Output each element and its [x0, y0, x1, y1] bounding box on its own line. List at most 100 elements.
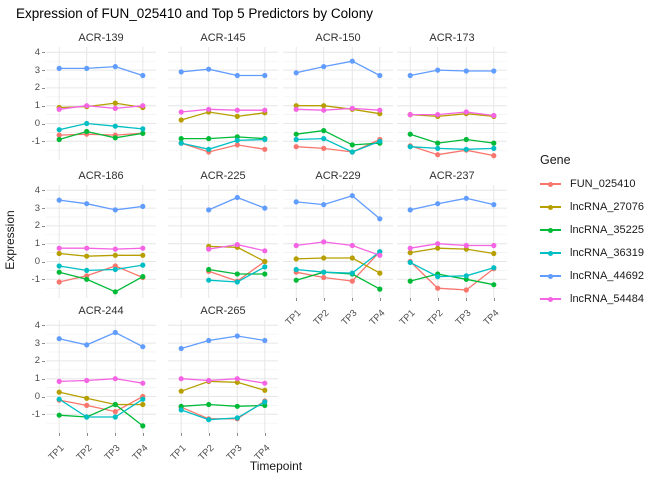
data-point	[491, 265, 497, 271]
data-point	[234, 379, 240, 385]
data-point	[234, 242, 240, 248]
series-lncRNA_44692	[56, 329, 146, 350]
y-axis-title: Expression	[3, 210, 17, 270]
data-point	[435, 241, 441, 247]
data-point	[463, 146, 469, 152]
data-point	[140, 126, 146, 132]
legend-key-icon	[540, 292, 561, 306]
y-tick-mark	[42, 261, 45, 263]
series-lncRNA_44692	[407, 195, 497, 213]
legend-label: lncRNA_27076	[570, 201, 644, 213]
x-tick-mark	[296, 298, 298, 301]
legend-label: FUN_025410	[570, 178, 636, 190]
y-tick-label: -1	[31, 408, 40, 420]
facet-panel	[397, 185, 507, 298]
data-point	[234, 113, 240, 119]
y-tick-mark	[42, 52, 45, 54]
y-tick-label: -1	[31, 273, 40, 285]
data-point	[234, 333, 240, 339]
data-point	[112, 401, 118, 408]
data-point	[56, 127, 62, 133]
data-point	[293, 242, 299, 249]
data-point	[321, 107, 327, 113]
gridlines-minor	[46, 60, 156, 151]
data-point	[234, 403, 240, 409]
series-lncRNA_44692	[206, 194, 268, 213]
legend-title: Gene	[540, 153, 571, 167]
legend-item: lncRNA_44692	[540, 269, 644, 283]
series-lncRNA_36319	[293, 136, 383, 155]
gridlines-minor	[283, 60, 393, 151]
data-point	[112, 252, 118, 258]
legend-key-icon	[540, 223, 561, 237]
data-point	[407, 245, 413, 251]
y-tick-label: 0	[34, 391, 40, 402]
data-point	[234, 376, 240, 382]
main-title: Expression of FUN_025410 and Top 5 Predi…	[16, 6, 373, 21]
data-point	[234, 271, 240, 277]
data-point	[178, 109, 184, 115]
data-point	[84, 395, 90, 401]
x-tick-mark	[379, 298, 381, 301]
y-tick-label: 2	[34, 82, 40, 94]
data-point	[206, 106, 212, 112]
facet-title: ACR-244	[78, 305, 124, 317]
data-point	[140, 344, 146, 350]
data-point	[112, 376, 118, 382]
legend-label: lncRNA_36319	[570, 247, 644, 259]
y-tick-label: 2	[34, 220, 40, 232]
legend-item: lncRNA_35225	[540, 223, 644, 237]
data-point	[491, 202, 497, 208]
data-point	[293, 136, 299, 143]
data-point	[349, 193, 355, 199]
gridlines-minor	[46, 333, 156, 424]
data-point	[112, 409, 118, 415]
series-lncRNA_44692	[178, 66, 268, 79]
data-point	[463, 195, 469, 201]
data-point	[349, 105, 355, 111]
series-lncRNA_27076	[56, 250, 146, 259]
data-point	[84, 201, 90, 207]
series-lncRNA_54484	[293, 105, 383, 113]
x-tick-label: TP1	[283, 307, 304, 328]
y-tick-mark	[42, 190, 45, 192]
data-point	[262, 399, 268, 405]
data-point	[407, 207, 413, 213]
x-tick-label: TP2	[425, 307, 446, 328]
data-point	[234, 279, 240, 285]
gridlines-major	[168, 320, 278, 433]
data-point	[178, 117, 184, 123]
facet-title: ACR-145	[200, 32, 246, 44]
y-tick-mark	[42, 325, 45, 327]
series-lncRNA_54484	[178, 106, 268, 115]
gridlines-major	[168, 47, 278, 160]
y-tick-label: 1	[34, 100, 40, 112]
legend-items: FUN_025410 lncRNA_27076 lncRNA_35225 lnc…	[540, 177, 644, 306]
series-lncRNA_44692	[178, 333, 268, 352]
data-point	[234, 107, 240, 113]
data-point	[84, 120, 90, 127]
data-point	[491, 250, 497, 257]
data-point	[84, 103, 90, 109]
series-lncRNA_54484	[56, 245, 146, 252]
data-point	[377, 286, 383, 292]
data-point	[206, 246, 212, 252]
data-point	[321, 269, 327, 275]
data-point	[112, 246, 118, 252]
data-point	[112, 105, 118, 111]
legend-item: FUN_025410	[540, 177, 644, 191]
data-point	[349, 142, 355, 148]
data-point	[206, 207, 212, 213]
data-point	[206, 417, 212, 423]
data-point	[56, 245, 62, 251]
data-point	[407, 131, 413, 137]
data-point	[140, 72, 146, 79]
gridlines-minor	[397, 198, 507, 289]
data-point	[463, 273, 469, 279]
data-point	[206, 377, 212, 384]
x-tick-label: TP1	[397, 307, 418, 328]
facet-panel	[46, 47, 156, 160]
data-point	[206, 401, 212, 408]
series-lncRNA_27076	[293, 255, 383, 276]
